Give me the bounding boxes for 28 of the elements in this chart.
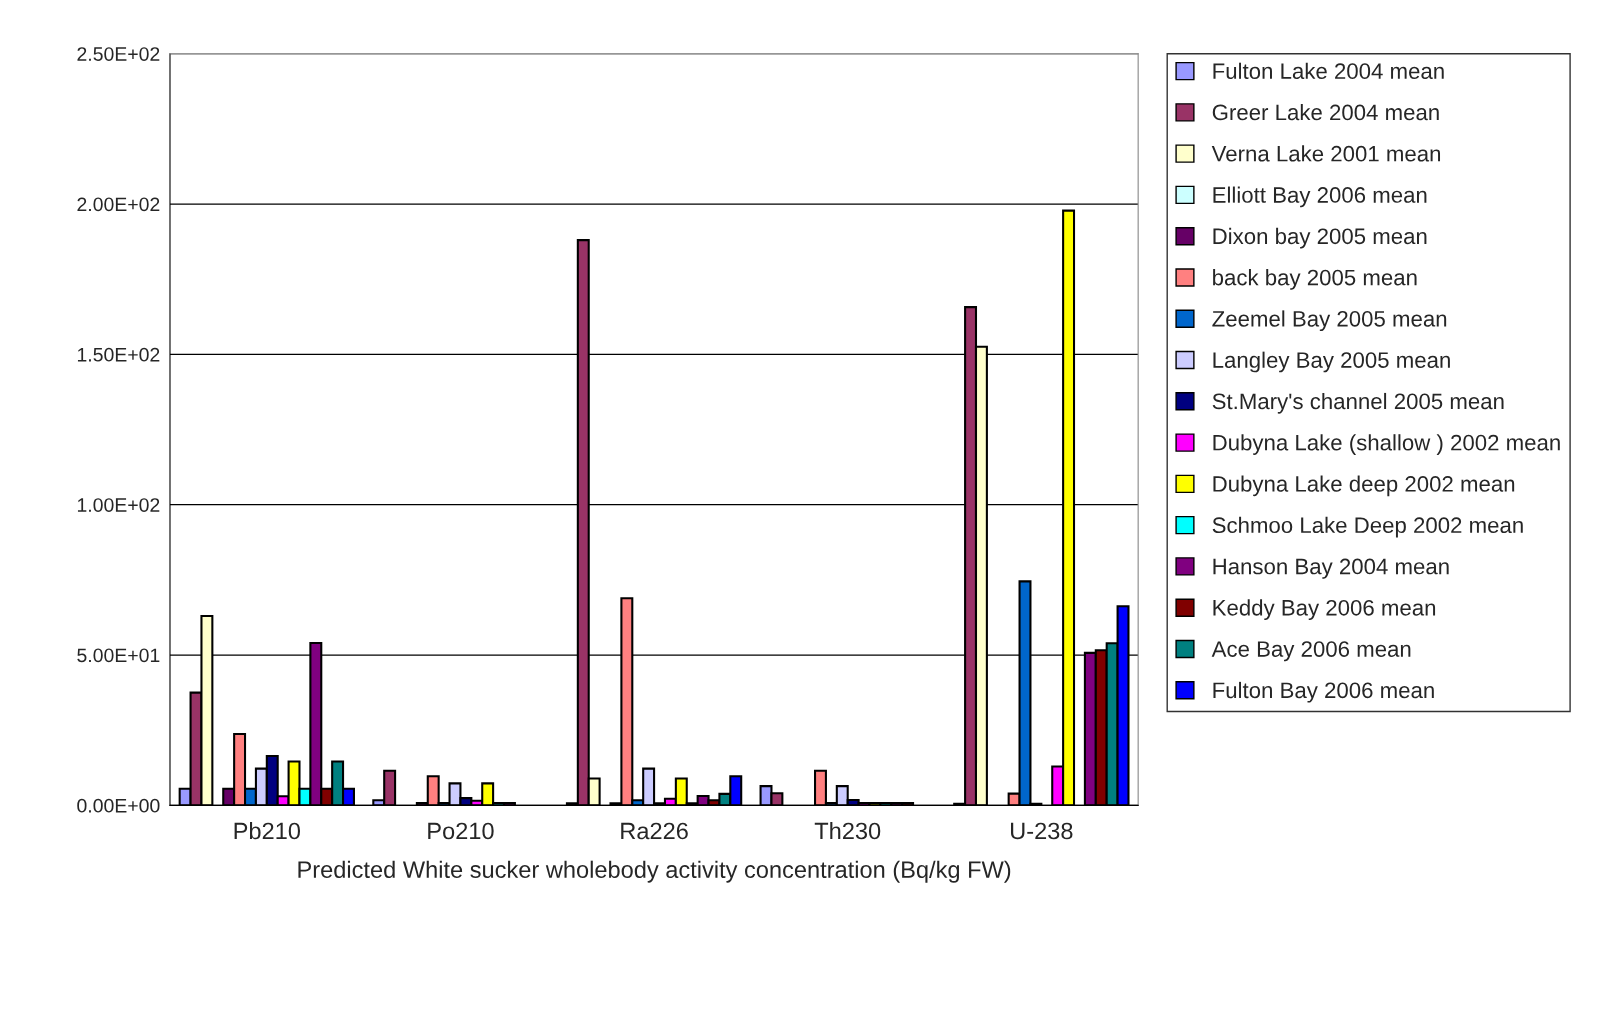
legend-label: Dixon bay 2005 mean (1213, 227, 1427, 249)
legend-label: Dubyna Lake (shallow ) 2002 mean (1213, 434, 1560, 455)
x-tick-label: U-238 (1011, 822, 1073, 840)
legend-label: Zeemel Bay 2005 mean (1212, 310, 1447, 332)
legend-label: St.Mary's channel 2005 mean (1212, 392, 1504, 414)
x-tick-label: Po210 (428, 822, 494, 840)
x-tick-label: Th230 (814, 822, 881, 840)
legend-label: Keddy Bay 2006 mean (1213, 599, 1436, 621)
legend-label: Verna Lake 2001 mean (1211, 145, 1441, 162)
legend-label: Elliott Bay 2006 mean (1213, 186, 1427, 208)
legend-label: Schmoo Lake Deep 2002 mean (1212, 516, 1523, 538)
y-tick-label: 0.00E+00 (77, 798, 160, 813)
legend-label: Langley Bay 2005 mean (1213, 351, 1450, 373)
x-tick-label: Pb210 (234, 822, 301, 840)
y-tick-label: 2.00E+02 (77, 197, 160, 212)
legend-label: Hanson Bay 2004 mean (1213, 558, 1449, 579)
legend-label: back bay 2005 mean (1213, 269, 1417, 290)
y-tick-label: 2.50E+02 (77, 47, 160, 61)
x-axis-title: Predicted White sucker wholebody activity concentration (Bq/kg FW) (298, 860, 1011, 883)
x-tick-label: Ra226 (621, 822, 688, 840)
legend-label: Ace Bay 2006 mean (1211, 641, 1411, 662)
legend-label: Greer Lake 2004 mean (1212, 103, 1439, 121)
legend-label: Fulton Bay 2006 mean (1213, 681, 1434, 703)
y-tick-label: 1.00E+02 (77, 498, 160, 512)
y-tick-label: 1.50E+02 (77, 347, 160, 362)
legend-label: Fulton Lake 2004 mean (1213, 62, 1444, 80)
y-tick-label: 5.00E+01 (77, 648, 160, 663)
legend-label: Dubyna Lake deep 2002 mean (1213, 475, 1515, 497)
